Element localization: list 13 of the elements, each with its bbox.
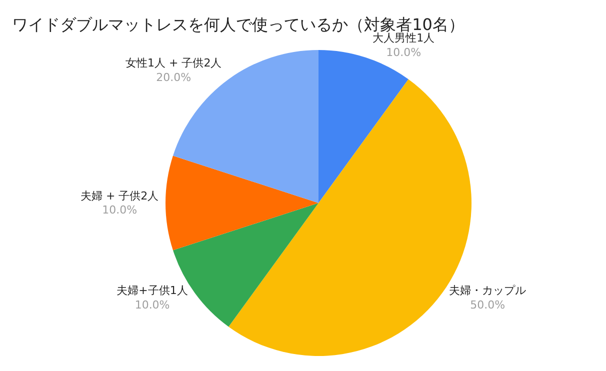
data-label: 50.0%	[470, 298, 506, 312]
slice-label: 女性1人 + 子供2人	[126, 56, 222, 70]
slice-label: 大人男性1人	[372, 31, 435, 44]
slice-label: 夫婦・カップル	[449, 284, 526, 297]
slice-label: 夫婦+子供1人	[116, 284, 188, 297]
data-label: 20.0%	[156, 70, 192, 84]
data-label: 10.0%	[386, 46, 422, 59]
slice-label: 夫婦 + 子供2人	[80, 189, 159, 202]
pie-slice	[228, 79, 472, 356]
data-label: 10.0%	[134, 298, 170, 312]
chart-title: ワイドダブルマットレスを何人で使っているか（対象者10名）	[12, 14, 464, 34]
data-label: 10.0%	[102, 204, 138, 217]
pie-slice	[166, 156, 318, 250]
